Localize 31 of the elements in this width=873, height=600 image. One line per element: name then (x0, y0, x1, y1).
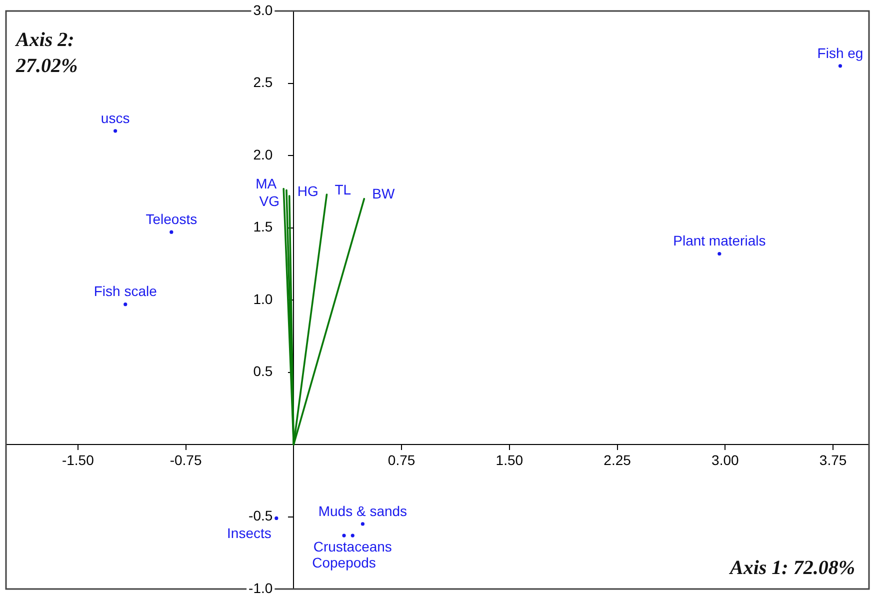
x-tick-label: 3.75 (819, 452, 847, 468)
series-label: VG (259, 193, 280, 210)
y-tick-label: 3.0 (253, 2, 273, 18)
y-tick-label: 0.5 (253, 363, 273, 380)
y-tick-label: 2.5 (253, 74, 273, 90)
y-tick-label: 1.5 (253, 218, 273, 235)
y-tick-label: -0.5 (248, 508, 273, 524)
series-label: BW (372, 186, 396, 202)
x-tick-label: 3.00 (712, 452, 740, 468)
x-tick-label: -1.50 (62, 452, 94, 468)
x-tick-label: 2.25 (604, 452, 632, 468)
data-label: Plant materials (673, 232, 766, 249)
x-axis-title: Axis 1: 72.08% (728, 557, 855, 580)
y-tick-label: 2.0 (253, 146, 273, 162)
data-label: Crustaceans (313, 538, 392, 554)
series-label: HG (297, 182, 318, 199)
y-axis-title: Axis 2: 27.02% (14, 29, 78, 78)
data-label: Muds & sands (318, 502, 408, 519)
data-label: Insects (227, 525, 272, 542)
y-tick-label: -1.0 (248, 580, 273, 596)
data-label: Fish eg (817, 44, 864, 61)
y-tick-label: 1.0 (253, 290, 273, 307)
data-label: uscs (100, 110, 130, 126)
series-label: MA (256, 176, 278, 192)
series-label: TL (334, 181, 352, 198)
x-tick-label: 1.50 (496, 452, 524, 468)
data-label: Fish scale (94, 283, 158, 300)
x-tick-label: -0.75 (170, 452, 202, 468)
data-label: Copepods (312, 554, 376, 570)
x-tick-label: 0.75 (388, 452, 416, 468)
data-label: Teleosts (146, 210, 198, 227)
